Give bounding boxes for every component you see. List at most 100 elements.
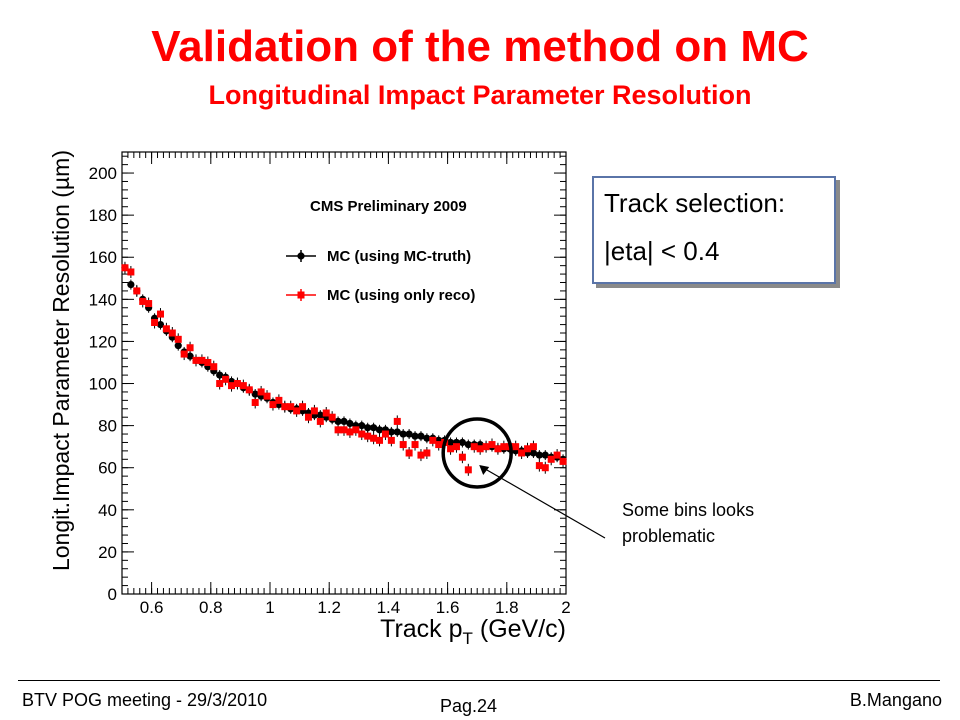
reco-point bbox=[553, 451, 561, 459]
reco-point bbox=[299, 403, 307, 411]
reco-point bbox=[381, 430, 389, 438]
mc-truth-point bbox=[541, 451, 549, 459]
reco-point bbox=[257, 388, 265, 396]
reco-point bbox=[452, 443, 460, 451]
plot-frame bbox=[121, 151, 567, 595]
reco-point bbox=[151, 318, 159, 326]
reco-point bbox=[370, 434, 378, 442]
y-tick-label: 180 bbox=[89, 206, 117, 225]
mc-truth-point bbox=[399, 430, 407, 438]
y-tick-label: 0 bbox=[108, 585, 117, 604]
reco-point bbox=[204, 358, 212, 366]
reco-point bbox=[470, 443, 478, 451]
chart-legend: CMS Preliminary 2009 MC (using MC-truth) M… bbox=[286, 198, 475, 304]
reco-point bbox=[269, 401, 277, 409]
x-tick-label: 1.6 bbox=[436, 598, 460, 617]
reco-point bbox=[133, 287, 141, 295]
reco-point bbox=[287, 403, 295, 411]
x-axis-title: Track pT (GeV/c) bbox=[380, 615, 566, 648]
mc-truth-point bbox=[458, 438, 466, 447]
x-tick-label: 1.2 bbox=[317, 598, 341, 617]
x-tick-label: 2 bbox=[561, 598, 570, 617]
mc-truth-point bbox=[529, 449, 538, 457]
reco-point bbox=[198, 356, 206, 364]
problematic-bins-note: Some bins looks problematic bbox=[622, 500, 755, 546]
reco-point bbox=[145, 300, 153, 308]
x-tick-label: 1 bbox=[265, 598, 274, 617]
chart-annotation bbox=[441, 417, 606, 539]
mc-truth-point bbox=[423, 434, 431, 442]
reco-point bbox=[316, 417, 324, 425]
mc-truth-point bbox=[127, 281, 135, 289]
reco-point bbox=[251, 398, 259, 406]
reco-point bbox=[156, 310, 164, 318]
reco-point bbox=[494, 445, 502, 453]
mc-truth-point bbox=[346, 419, 354, 428]
reco-point bbox=[222, 375, 230, 383]
mc-truth-point bbox=[417, 432, 425, 440]
reco-point bbox=[263, 392, 271, 400]
reco-point bbox=[458, 453, 466, 461]
reco-point bbox=[210, 363, 218, 371]
reco-point bbox=[228, 382, 236, 390]
reco-point bbox=[139, 297, 147, 305]
x-tick-label: 1.4 bbox=[377, 598, 401, 617]
reco-point bbox=[364, 432, 372, 440]
reco-point bbox=[322, 409, 330, 417]
reco-point bbox=[500, 443, 508, 451]
y-tick-label: 200 bbox=[89, 164, 117, 183]
reco-point bbox=[239, 382, 247, 390]
y-tick-label: 80 bbox=[98, 417, 117, 436]
reco-point bbox=[387, 436, 395, 444]
page-subtitle: Longitudinal Impact Parameter Resolution bbox=[208, 80, 752, 110]
reco-point bbox=[310, 407, 318, 415]
reco-point bbox=[192, 356, 200, 364]
reco-point bbox=[168, 329, 176, 337]
chart-title: CMS Preliminary 2009 bbox=[310, 198, 467, 215]
annotation-pointer-line bbox=[484, 468, 606, 539]
reco-point bbox=[518, 449, 526, 457]
reco-point bbox=[293, 407, 301, 415]
reco-point bbox=[405, 449, 413, 457]
reco-point bbox=[399, 441, 407, 449]
reco-point bbox=[216, 380, 224, 388]
reco-point bbox=[464, 466, 472, 474]
y-tick-label: 100 bbox=[89, 375, 117, 394]
mc-truth-point bbox=[370, 424, 378, 432]
selection-label: Track selection: bbox=[604, 188, 786, 218]
reco-point bbox=[417, 451, 425, 459]
reco-point bbox=[328, 413, 336, 421]
footer-meeting: BTV POG meeting - 29/3/2010 bbox=[22, 690, 268, 710]
mc-truth-point bbox=[364, 424, 372, 432]
mc-truth-point bbox=[358, 422, 366, 430]
reco-point bbox=[376, 436, 384, 444]
reco-point bbox=[476, 445, 484, 453]
y-tick-label: 20 bbox=[98, 543, 117, 562]
footer-divider bbox=[18, 680, 940, 681]
mc-truth-point bbox=[393, 428, 401, 436]
problem-bins-circle bbox=[441, 417, 513, 489]
reco-point bbox=[529, 443, 537, 451]
y-tick-label: 60 bbox=[98, 459, 117, 478]
footer-page-number: Pag.24 bbox=[440, 696, 498, 716]
reco-point bbox=[423, 449, 431, 457]
mc-truth-point bbox=[405, 430, 413, 438]
selection-cut: |eta| < 0.4 bbox=[604, 236, 720, 266]
mc-truth-point bbox=[186, 352, 194, 360]
reco-point bbox=[541, 464, 549, 472]
reco-point bbox=[275, 396, 283, 404]
page-title: Validation of the method on MC bbox=[151, 22, 809, 71]
reco-point bbox=[447, 445, 455, 453]
mc-truth-point bbox=[535, 451, 543, 459]
legend-label: MC (using only reco) bbox=[327, 287, 475, 304]
legend-marker-square bbox=[297, 291, 305, 299]
reco-point bbox=[393, 417, 401, 425]
mc-truth-point bbox=[334, 417, 342, 426]
mc-truth-point bbox=[216, 371, 224, 379]
reco-point bbox=[245, 386, 253, 394]
reco-point bbox=[186, 344, 194, 352]
x-tick-label: 0.6 bbox=[140, 598, 164, 617]
mc-truth-point bbox=[464, 440, 472, 449]
reco-point bbox=[435, 441, 443, 449]
y-tick-label: 140 bbox=[89, 290, 117, 309]
